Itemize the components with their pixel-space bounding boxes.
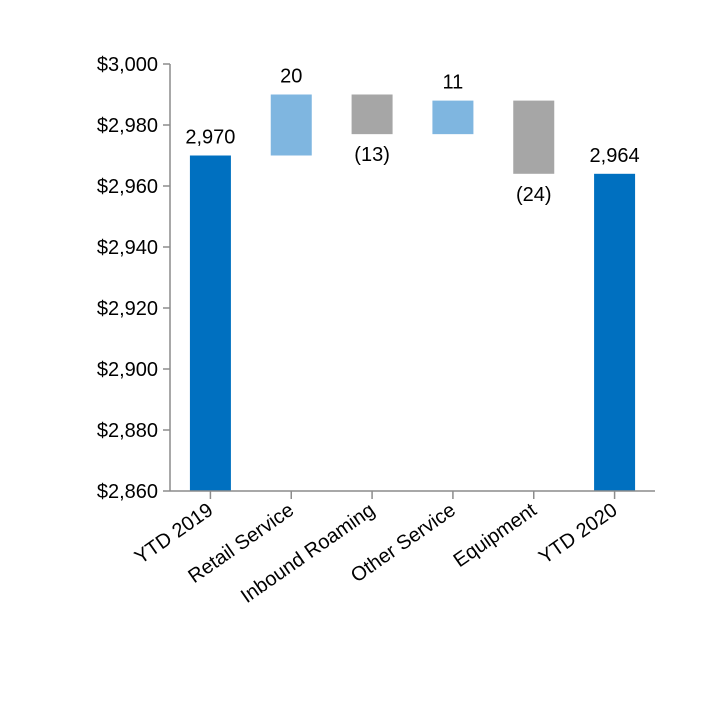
x-tick-label: YTD 2020 (535, 499, 621, 569)
y-tick-label: $2,920 (97, 298, 158, 320)
x-tick-label: Equipment (450, 499, 541, 572)
data-label: 11 (443, 72, 464, 94)
data-labels: 2,970 20 (13) 11 (24) 2,964 (185, 66, 639, 206)
y-axis: $2,860 $2,880 $2,900 $2,920 $2,940 $2,960 $2,9… (97, 54, 171, 503)
bar-increase (270, 94, 312, 156)
data-label: (13) (354, 144, 390, 166)
data-label: 20 (280, 66, 302, 88)
y-tick-label: $2,900 (97, 359, 158, 381)
data-label: 2,964 (590, 145, 640, 167)
bar-increase (432, 100, 474, 135)
bar-decrease (513, 100, 555, 174)
y-tick-label: $2,960 (97, 176, 158, 198)
y-tick-label: $2,980 (97, 115, 158, 137)
y-tick-label: $2,860 (97, 481, 158, 503)
y-tick-label: $2,940 (97, 237, 158, 259)
y-tick-label: $3,000 (97, 54, 158, 76)
data-label: 2,970 (185, 127, 235, 149)
bar-total (189, 155, 231, 491)
y-tick-label: $2,880 (97, 420, 158, 442)
data-label: (24) (516, 184, 552, 206)
bar-decrease (351, 94, 393, 135)
bar-total (594, 173, 636, 492)
x-tick-label: Inbound Roaming (237, 499, 379, 608)
bars (189, 94, 636, 492)
